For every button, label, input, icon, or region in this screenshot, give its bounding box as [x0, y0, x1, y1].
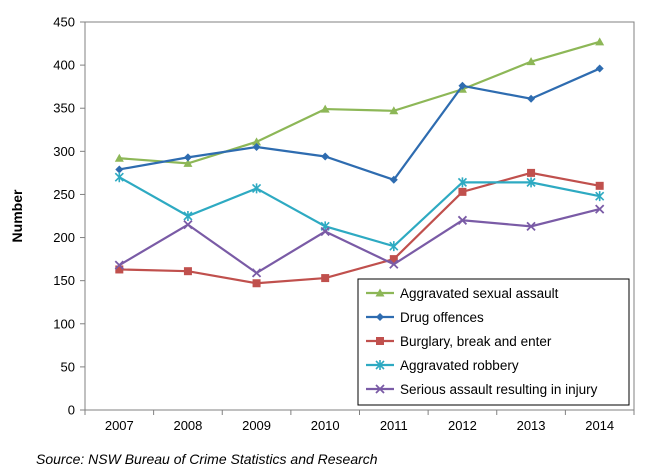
legend-label: Burglary, break and enter [400, 334, 552, 349]
series-line [119, 67, 601, 182]
y-tick-label: 50 [61, 359, 75, 374]
data-point [321, 274, 330, 283]
legend-item: Burglary, break and enter [366, 334, 552, 349]
legend-box [357, 278, 630, 406]
axes: 0 50 100 150 200 250 300 350 400 450 2007 2008 2009 2… [53, 15, 635, 433]
legend-label: Aggravated sexual assault [400, 286, 559, 301]
data-point [595, 181, 604, 190]
data-point [321, 152, 330, 161]
data-point [595, 37, 605, 46]
data-point [389, 255, 398, 264]
data-point [115, 165, 124, 174]
x-tick-label: 2010 [311, 418, 340, 433]
data-point [114, 172, 124, 183]
data-point [457, 215, 468, 225]
legend-label: Drug offences [400, 310, 484, 325]
y-tick-label: 200 [53, 230, 75, 245]
series-line [118, 208, 600, 275]
data-point [183, 219, 193, 230]
legend-marker [376, 337, 384, 345]
series-line [119, 171, 600, 285]
legend-item: Aggravated sexual assault [366, 286, 559, 301]
x-tick-label: 2012 [448, 418, 477, 433]
data-point [458, 81, 467, 90]
data-point [320, 104, 330, 113]
data-point [595, 191, 605, 202]
data-point [389, 175, 398, 184]
data-point [526, 57, 536, 66]
y-tick-label: 250 [53, 187, 75, 202]
data-point [595, 204, 605, 214]
legend-item: Serious assault resulting in injury [366, 382, 598, 397]
series-serious-assault-resulting-in-injury [114, 204, 605, 278]
legend: Aggravated sexual assault Drug offences Bu… [357, 278, 630, 406]
x-tick-label: 2009 [242, 418, 271, 433]
x-tick-label: 2014 [585, 418, 614, 433]
x-tick-label: 2008 [173, 418, 202, 433]
y-tick-label: 0 [68, 403, 75, 418]
data-point [389, 259, 399, 269]
data-point [183, 153, 192, 162]
legend-item: Aggravated robbery [366, 358, 519, 373]
data-point [252, 143, 261, 152]
data-point [251, 183, 262, 194]
x-tick-label: 2007 [105, 418, 134, 433]
y-tick-label: 100 [53, 316, 75, 331]
x-tick-label: 2013 [517, 418, 546, 433]
legend-marker [376, 313, 384, 321]
data-point [183, 267, 192, 276]
source-note: Source: NSW Bureau of Crime Statistics a… [36, 451, 378, 467]
y-tick-label: 400 [53, 58, 75, 73]
data-point [114, 153, 124, 162]
y-tick-label: 350 [53, 101, 75, 116]
series-line [118, 176, 600, 248]
data-point [389, 106, 399, 115]
data-point [526, 177, 536, 188]
series-aggravated-sexual-assault [114, 37, 605, 167]
data-point [526, 221, 536, 231]
data-point [183, 211, 193, 221]
legend-label: Aggravated robbery [400, 358, 519, 373]
series-line [119, 40, 600, 165]
y-tick-label: 450 [53, 15, 75, 30]
data-point [595, 64, 604, 73]
data-point [457, 177, 468, 188]
data-point [458, 187, 467, 196]
data-point [183, 158, 193, 167]
data-point [527, 168, 536, 177]
series-layer [114, 37, 605, 288]
y-tick-label: 150 [53, 273, 75, 288]
y-axis-title: Number [9, 189, 25, 242]
legend-marker [375, 384, 385, 394]
legend-marker [375, 288, 385, 297]
series-burglary-break-and-enter [115, 168, 604, 288]
data-point [389, 241, 399, 252]
legend-item: Drug offences [366, 310, 484, 325]
data-point [527, 94, 536, 103]
legend-label: Serious assault resulting in injury [400, 382, 598, 397]
data-point [114, 260, 124, 270]
series-drug-offences [115, 64, 604, 184]
y-tick-label: 300 [53, 144, 75, 159]
data-point [251, 268, 262, 278]
data-point [115, 265, 124, 274]
legend-marker [375, 360, 385, 370]
data-point [252, 137, 262, 146]
x-tick-label: 2011 [380, 418, 408, 433]
data-point [252, 279, 261, 288]
data-point [320, 226, 330, 237]
series-aggravated-robbery [114, 172, 605, 252]
